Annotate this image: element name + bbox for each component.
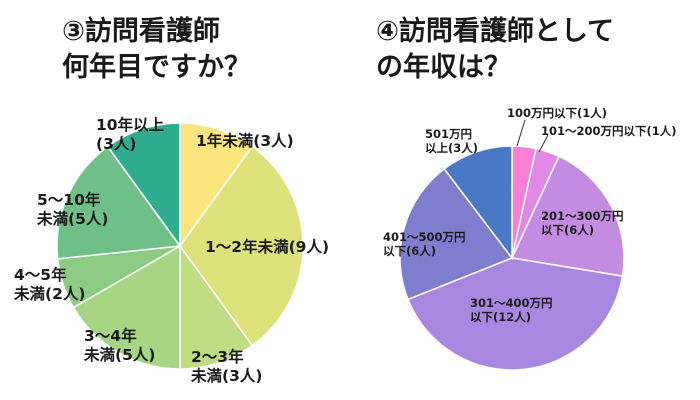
pie2-label-4: 301～400万円以下(12人) [470, 296, 553, 324]
pie2-slice-3 [510, 155, 625, 277]
chart-title-income: ④訪問看護師として の年収は？ [376, 16, 615, 83]
pie2-label-6: 501万円以上(3人) [425, 127, 478, 155]
pie2-label-5: 401～500万円以下(6人) [383, 230, 466, 258]
pie1-slice-2 [179, 145, 304, 347]
pie1-slice-7 [106, 122, 181, 249]
pie1-slice-1 [179, 122, 254, 249]
pie1-label-7: 10年以上(3人) [96, 115, 165, 153]
pie2-slice-6 [443, 145, 513, 261]
chart-title-years: ③訪問看護師 何年目ですか？ [62, 16, 251, 83]
pie2-label-3: 201～300万円以下(6人) [541, 209, 624, 237]
pie1-label-5: 4～5年未満(2人) [13, 265, 85, 303]
pie1-slice-6 [56, 145, 182, 260]
pie1-label-4: 3～4年未満(5人) [83, 326, 155, 364]
pie1-label-1: 1年未満(3人) [196, 131, 294, 150]
pie2-leader-line-1 [516, 119, 526, 147]
pie1-label-6: 5～10年未満(5人) [36, 190, 108, 228]
pie2-leader-line-2 [538, 134, 549, 153]
pie1-label-2: 1～2年未満(9人) [205, 237, 329, 256]
pie1-slice-3 [179, 243, 254, 370]
pie2-slice-5 [399, 167, 514, 301]
pie2-label-2: 101～200万円以下(1人) [541, 124, 677, 138]
pie2-label-1: 100万円以下(1人) [507, 106, 607, 120]
pie1-slice-4 [72, 244, 181, 370]
pie1-label-3: 2～3年未満(3人) [190, 347, 262, 385]
pie2-slice-4 [406, 257, 624, 371]
